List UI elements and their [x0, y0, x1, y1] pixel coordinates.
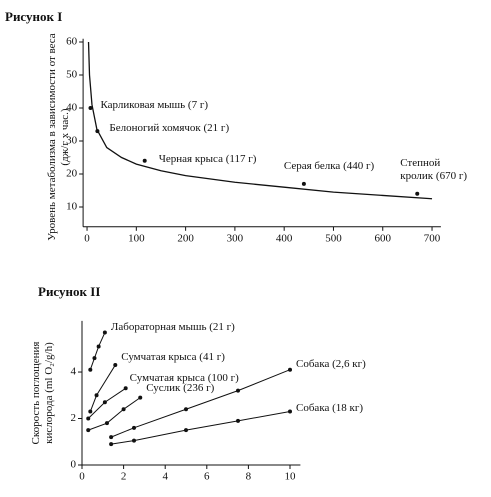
data-point	[94, 393, 99, 398]
y-axis-label: Скорость поглощения кислорода (ml O₂/g/h…	[30, 341, 55, 445]
data-label: Карликовая мышь (7 г)	[100, 99, 208, 111]
x-tick-label: 8	[246, 471, 252, 483]
y-tick-label: 60	[66, 36, 78, 48]
data-point	[86, 416, 91, 421]
data-point	[415, 191, 420, 196]
data-label: Черная крыса (117 г)	[158, 152, 257, 165]
data-label-box: Белоногий хомячок (21 г)	[109, 122, 230, 135]
x-tick-label: 10	[285, 471, 297, 483]
x-tick-label: 400	[276, 232, 293, 244]
data-point	[102, 400, 107, 405]
series-line	[89, 332, 106, 370]
data-label: Собака (2,6 кг)	[296, 357, 366, 370]
x-tick-label: 700	[424, 232, 441, 244]
data-point	[113, 363, 118, 368]
data-label: Лабораторная мышь (21 г)	[110, 320, 235, 333]
data-point	[102, 330, 107, 335]
y-axis-label: Уровень метаболизма в зависимости от вес…	[46, 33, 71, 241]
data-point	[88, 106, 93, 110]
data-point	[184, 407, 188, 412]
data-label-box: Собака (2,6 кг)	[296, 357, 366, 370]
y-tick-label: 4	[71, 366, 77, 378]
data-point	[86, 428, 91, 433]
data-point	[95, 129, 100, 134]
series-line	[111, 411, 291, 445]
data-label-box: Собака (18 кг)	[296, 401, 364, 414]
y-tick-label: 50	[66, 69, 78, 81]
data-point	[184, 428, 188, 433]
y-tick-label: 10	[66, 201, 78, 213]
data-label: Сумчатая крыса (100 г)	[129, 372, 239, 385]
data-point	[288, 409, 292, 414]
data-label-box: Сумчатая крыса (100 г)	[129, 372, 239, 385]
data-label: Серая белка (440 г)	[283, 159, 375, 172]
x-tick-label: 6	[204, 471, 210, 483]
data-point	[288, 367, 292, 372]
x-tick-label: 300	[227, 232, 244, 244]
x-tick-label: 600	[374, 232, 391, 244]
data-point	[132, 425, 136, 430]
data-label: Суслик (236 г)	[146, 381, 215, 394]
data-point	[236, 418, 240, 423]
data-point	[138, 395, 143, 400]
data-label: Степной кролик (670 г)	[400, 156, 467, 182]
data-point	[132, 438, 136, 443]
data-point	[88, 409, 93, 414]
data-label-box: Степной кролик (670 г)	[400, 156, 467, 182]
data-point	[236, 388, 240, 393]
x-tick-label: 2	[121, 471, 127, 483]
y-tick-label: 20	[66, 168, 78, 180]
data-point	[123, 386, 128, 391]
data-point	[96, 344, 101, 349]
data-point	[109, 435, 114, 440]
data-label-box: Серая белка (440 г)	[283, 159, 375, 172]
data-label-box: Суслик (236 г)	[146, 381, 215, 394]
x-tick-label: 4	[162, 471, 168, 483]
data-point	[121, 407, 126, 412]
series-line	[88, 397, 141, 431]
x-tick-label: 100	[128, 232, 145, 244]
data-label-box: Карликовая мышь (7 г)	[100, 99, 208, 111]
data-label-box: Черная крыса (117 г)	[158, 152, 257, 165]
x-tick-label: 500	[325, 232, 342, 244]
data-point	[301, 181, 306, 186]
data-point	[109, 442, 114, 447]
x-tick-label: 200	[177, 232, 194, 244]
data-point	[104, 421, 109, 426]
chart-title: Рисунок I	[5, 9, 62, 24]
data-label: Собака (18 кг)	[296, 401, 364, 414]
data-point	[142, 158, 147, 163]
data-point	[88, 367, 93, 372]
data-point	[92, 356, 97, 361]
y-tick-label: 0	[71, 459, 77, 471]
x-tick-label: 0	[79, 471, 85, 483]
data-label-box: Сумчатая крыса (41 г)	[121, 351, 225, 364]
data-label-box: Лабораторная мышь (21 г)	[110, 320, 235, 333]
data-label: Сумчатая крыса (41 г)	[121, 351, 225, 364]
y-tick-label: 40	[66, 102, 78, 114]
y-tick-label: 2	[71, 412, 77, 424]
y-tick-label: 30	[66, 135, 78, 147]
chart-title: Рисунок II	[38, 284, 100, 299]
data-label: Белоногий хомячок (21 г)	[109, 122, 230, 135]
x-tick-label: 0	[84, 232, 90, 244]
curve	[87, 41, 433, 200]
